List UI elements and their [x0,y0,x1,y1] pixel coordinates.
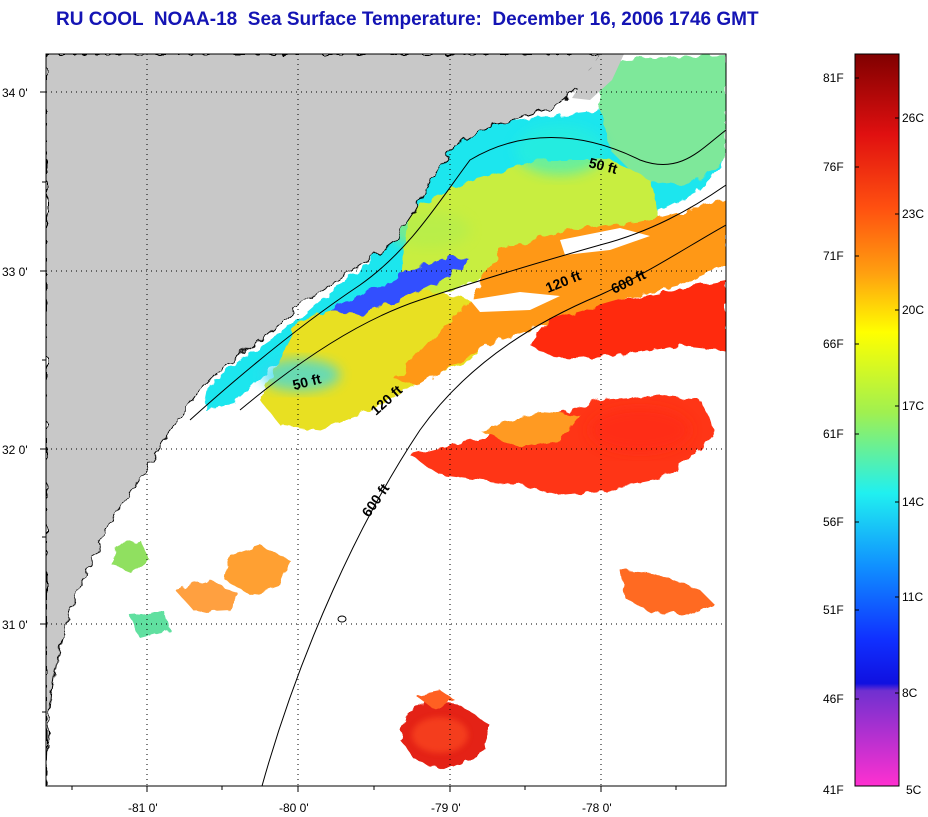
cbar-label-23C: 23C [902,207,924,221]
contour-120ft [239,184,726,411]
lon-label-81: -81 0' [128,801,158,815]
lat-label-32: 32 0' [2,443,28,457]
contour-label-50ft-south: 50 ft [291,370,323,393]
barrier-island [572,54,624,100]
colorbar-gradient [854,53,900,787]
contour-label-50ft-north: 50 ft [587,154,619,177]
cbar-label-76F: 76F [823,160,844,174]
colorbar-ticks [855,77,899,700]
cbar-label-51F: 51F [823,603,844,617]
cbar-label-66F: 66F [823,337,844,351]
lon-label-78: -78 0' [582,801,612,815]
lat-label-33: 33 0' [2,265,28,279]
contour-600ft [261,224,726,786]
lat-label-34: 34 0' [2,86,28,100]
cbar-label-20C: 20C [902,303,924,317]
axis-ticks [40,91,677,792]
contour-50ft [189,129,726,421]
seamount-outline [337,615,347,623]
bathymetry [189,129,726,786]
cbar-label-71F: 71F [823,249,844,263]
graticule [46,54,726,786]
land-mass [46,54,601,786]
lon-label-80: -80 0' [279,801,309,815]
cbar-label-17C: 17C [902,399,924,413]
sst-field [112,55,726,770]
lat-label-31: 31 0' [2,618,28,632]
cbar-label-56F: 56F [823,515,844,529]
map-title: RU COOL NOAA-18 Sea Surface Temperature:… [56,9,759,30]
cbar-label-5C: 5C [906,783,922,797]
lon-label-79: -79 0' [431,801,461,815]
cbar-label-41F: 41F [823,783,844,797]
cbar-label-11C: 11C [902,590,923,604]
cbar-label-14C: 14C [902,495,924,509]
cbar-label-46F: 46F [823,692,844,706]
cbar-label-81F: 81F [823,71,844,85]
cbar-label-61F: 61F [823,427,844,441]
cbar-label-8C: 8C [902,686,918,700]
cbar-label-26C: 26C [902,111,924,125]
map-frame [45,53,727,787]
